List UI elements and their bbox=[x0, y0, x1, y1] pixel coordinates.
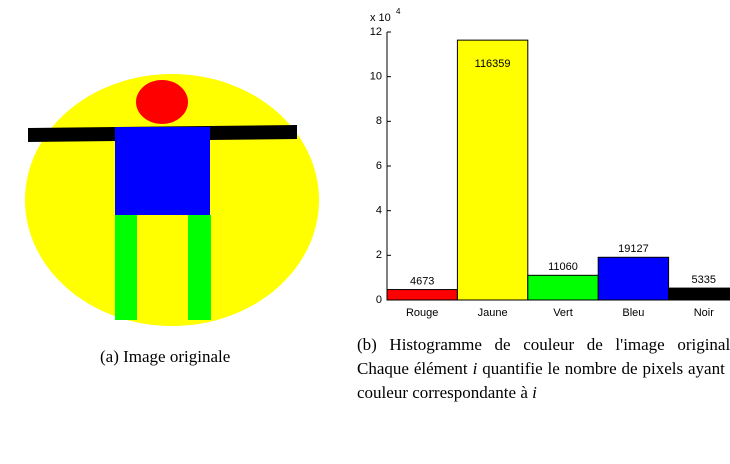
y-scale-exponent: 4 bbox=[396, 7, 401, 16]
caption-b: (b) Histogramme de couleur de l'image or… bbox=[357, 333, 730, 464]
right-leg bbox=[188, 215, 211, 320]
bar bbox=[598, 257, 668, 300]
y-tick-label: 8 bbox=[376, 115, 382, 127]
left-leg bbox=[115, 215, 137, 320]
y-tick-label: 2 bbox=[376, 249, 382, 261]
figure: x 10 4 4673 Rouge 116359 Jaune 11060 Vert 1912… bbox=[0, 0, 730, 330]
caption-math: i bbox=[532, 383, 537, 402]
value-label: 116359 bbox=[475, 58, 511, 70]
y-tick-label: 0 bbox=[376, 294, 382, 306]
caption-b-text: (b) Histogramme de couleur de l'image or… bbox=[357, 333, 730, 405]
x-tick-label: Bleu bbox=[622, 307, 644, 319]
bar bbox=[457, 40, 527, 300]
y-scale-label: x 10 bbox=[370, 12, 391, 24]
x-tick-label: Vert bbox=[553, 307, 573, 319]
body bbox=[115, 127, 210, 215]
y-tick-label: 4 bbox=[376, 205, 382, 217]
original-image bbox=[25, 74, 319, 326]
value-label: 11060 bbox=[548, 261, 578, 273]
page: x 10 4 4673 Rouge 116359 Jaune 11060 Vert 1912… bbox=[0, 0, 730, 464]
y-tick-label: 12 bbox=[370, 26, 382, 38]
value-label: 5335 bbox=[692, 274, 716, 286]
x-tick-label: Rouge bbox=[406, 307, 438, 319]
value-label: 19127 bbox=[618, 243, 649, 255]
x-tick-label: Noir bbox=[694, 307, 715, 319]
value-label: 4673 bbox=[410, 275, 434, 287]
caption-a: (a) Image originale bbox=[100, 345, 230, 369]
y-tick-label: 6 bbox=[376, 160, 382, 172]
head bbox=[136, 80, 188, 124]
bar bbox=[528, 275, 598, 300]
y-tick-label: 10 bbox=[370, 71, 382, 83]
bar bbox=[387, 290, 457, 300]
bar bbox=[669, 288, 730, 300]
x-tick-label: Jaune bbox=[478, 307, 508, 319]
